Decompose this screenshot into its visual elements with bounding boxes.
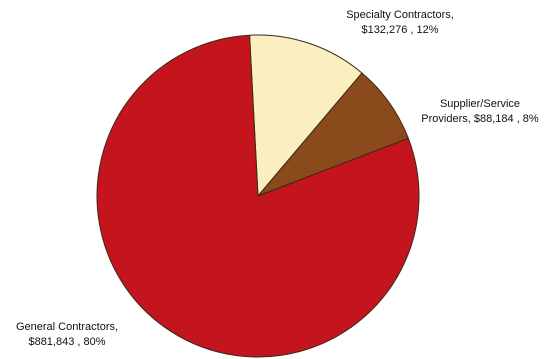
slice-label-line: $881,843 , 80% (28, 336, 105, 348)
slice-label-line: General Contractors, (16, 321, 118, 333)
slice-label-specialty-contractors: Specialty Contractors, $132,276 , 12% (346, 9, 454, 36)
slice-label-line: Providers, $88,184 , 8% (421, 113, 539, 125)
slice-label-line: Supplier/Service (440, 98, 520, 110)
pie-slice-specialty-contractors (249, 34, 363, 198)
slice-labels: Specialty Contractors, $132,276 , 12% Supp… (16, 9, 539, 348)
slice-label-line: $132,276 , 12% (361, 24, 438, 36)
pie-slices (96, 34, 420, 358)
pie-slice-general-contractors (96, 34, 420, 358)
slice-label-supplier-service-providers: Supplier/Service Providers, $88,184 , 8% (421, 98, 539, 125)
slice-label-general-contractors: General Contractors, $881,843 , 80% (16, 321, 118, 348)
slice-label-line: Specialty Contractors, (346, 9, 454, 21)
